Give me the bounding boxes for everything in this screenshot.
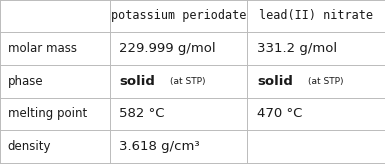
Text: potassium periodate: potassium periodate bbox=[111, 10, 246, 22]
Text: solid: solid bbox=[257, 75, 293, 88]
Text: 582 °C: 582 °C bbox=[119, 107, 165, 121]
Text: density: density bbox=[8, 140, 51, 153]
Text: phase: phase bbox=[8, 75, 43, 88]
Text: melting point: melting point bbox=[8, 107, 87, 121]
Text: lead(II) nitrate: lead(II) nitrate bbox=[259, 10, 373, 22]
Text: solid: solid bbox=[119, 75, 155, 88]
Text: 229.999 g/mol: 229.999 g/mol bbox=[119, 42, 216, 55]
Text: molar mass: molar mass bbox=[8, 42, 77, 55]
Text: (at STP): (at STP) bbox=[170, 77, 206, 86]
Text: 3.618 g/cm³: 3.618 g/cm³ bbox=[119, 140, 200, 153]
Text: 470 °C: 470 °C bbox=[257, 107, 302, 121]
Text: 331.2 g/mol: 331.2 g/mol bbox=[257, 42, 337, 55]
Text: (at STP): (at STP) bbox=[308, 77, 343, 86]
